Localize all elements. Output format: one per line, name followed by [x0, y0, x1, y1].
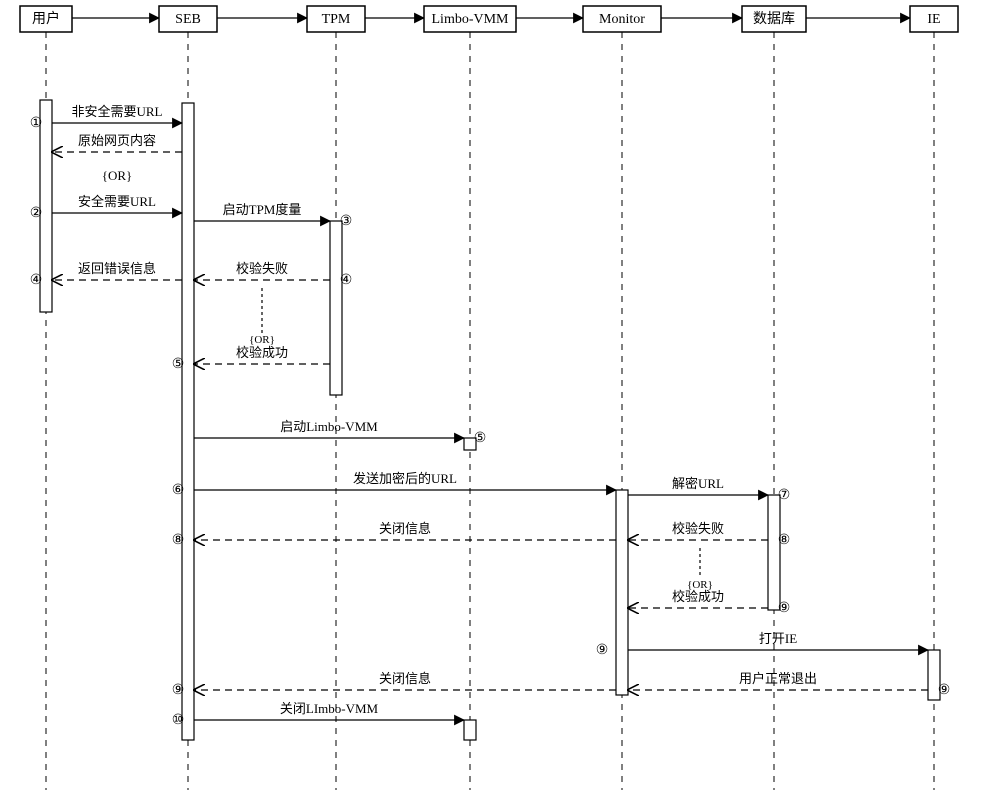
activation-limbo-6: [464, 720, 476, 740]
step-num-8-l: ⑥: [172, 483, 185, 498]
step-num-13-lf: ⑨: [596, 643, 609, 658]
or-label-1: {OR}: [249, 334, 275, 346]
participant-label-user: 用户: [32, 10, 60, 27]
message-label-10: 校验失败: [672, 521, 724, 536]
participant-label-db: 数据库: [753, 11, 795, 27]
step-num-2-l: ②: [30, 206, 43, 221]
activation-db-5: [768, 495, 780, 610]
message-label-13: 打开IE: [759, 631, 797, 646]
message-label-8: 发送加密后的URL: [353, 471, 457, 486]
step-num-5-l: ④: [30, 273, 43, 288]
message-label-16: 关闭LImbo-VMM: [280, 701, 379, 716]
step-num-7-r: ⑤: [474, 431, 487, 446]
or-label-2: {OR}: [687, 579, 713, 591]
step-num-4-r: ④: [340, 273, 353, 288]
message-label-6: 校验成功: [236, 345, 288, 360]
message-label-0: 非安全需要URL: [71, 104, 162, 119]
step-num-14-r: ⑨: [938, 683, 951, 698]
message-label-14: 用户正常退出: [739, 671, 817, 686]
participant-label-monitor: Monitor: [599, 12, 645, 27]
message-label-11: 关闭信息: [379, 521, 431, 536]
step-num-15-l: ⑨: [172, 683, 185, 698]
step-num-3-r: ③: [340, 214, 353, 229]
step-num-0-l: ①: [30, 116, 43, 131]
message-label-2: 安全需要URL: [78, 194, 156, 209]
message-label-1: 原始网页内容: [78, 133, 156, 148]
message-label-12: 校验成功: [672, 589, 724, 604]
message-label-7: 启动Limbo-VMM: [280, 419, 378, 434]
activation-seb-1: [182, 103, 194, 740]
participant-label-ie: IE: [927, 12, 940, 27]
step-num-12-r: ⑨: [778, 601, 791, 616]
step-num-10-r: ⑧: [778, 533, 791, 548]
participant-label-tpm: TPM: [322, 12, 351, 27]
message-label-3: 启动TPM度量: [223, 202, 302, 217]
participant-label-seb: SEB: [175, 12, 201, 27]
step-num-16-l: ⑩: [172, 713, 185, 728]
message-label-15: 关闭信息: [379, 671, 431, 686]
message-label-5: 返回错误信息: [78, 261, 156, 276]
message-label-4: 校验失败: [236, 261, 288, 276]
activation-monitor-4: [616, 490, 628, 695]
step-num-9-r: ⑦: [778, 488, 791, 503]
message-label-9: 解密URL: [672, 476, 724, 491]
step-num-11-l: ⑧: [172, 533, 185, 548]
participant-label-limbo: Limbo-VMM: [432, 12, 510, 27]
step-num-6-l: ⑤: [172, 357, 185, 372]
sequence-diagram: 用户 SEB TPM Limbo-VMM Monitor 数据库 IE 非安全需要URL ① 原始…: [0, 0, 1000, 802]
activation-tpm-2: [330, 221, 342, 395]
or-label-0: {OR}: [102, 168, 133, 183]
